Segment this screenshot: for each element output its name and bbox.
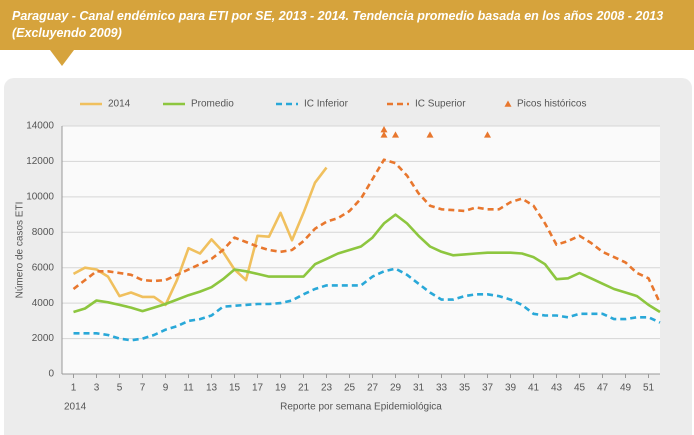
x-tick-label: 29 — [390, 383, 402, 394]
x-tick-label: 37 — [482, 383, 494, 394]
y-tick-label: 2000 — [32, 333, 55, 344]
x-tick-label: 9 — [163, 383, 169, 394]
header-banner: Paraguay - Canal endémico para ETI por S… — [0, 0, 694, 50]
x-tick-label: 39 — [505, 383, 517, 394]
x-tick-label: 11 — [183, 383, 194, 394]
x-tick-label: 27 — [367, 383, 379, 394]
x-tick-label: 23 — [321, 383, 333, 394]
y-tick-label: 4000 — [32, 298, 55, 309]
x-tick-label: 35 — [459, 383, 471, 394]
series-line — [72, 158, 662, 304]
peak-marker — [392, 131, 399, 138]
x-tick-label: 19 — [275, 383, 287, 394]
x-tick-label: 5 — [117, 383, 123, 394]
legend-label: Picos históricos — [517, 99, 586, 110]
y-tick-label: 6000 — [32, 262, 55, 273]
peak-marker — [426, 131, 434, 138]
x-tick-label: 47 — [597, 383, 609, 394]
plot-area — [62, 126, 660, 374]
y-tick-label: 14000 — [26, 121, 54, 132]
legend-marker — [504, 100, 512, 107]
x-tick-label: 33 — [436, 383, 448, 394]
x-tick-label: 21 — [298, 383, 310, 394]
x-tick-label: 51 — [643, 383, 655, 394]
x-tick-label: 49 — [620, 383, 632, 394]
peak-marker — [380, 131, 388, 138]
series-line — [72, 166, 328, 307]
legend-label: IC Inferior — [304, 99, 349, 110]
series-line — [73, 267, 661, 342]
x-tick-label: 13 — [206, 383, 218, 394]
series-line — [73, 213, 661, 314]
x-tick-label: 41 — [528, 383, 540, 394]
x-tick-label: 1 — [71, 383, 77, 394]
x-tick-label: 31 — [413, 383, 425, 394]
x-tick-label: 15 — [229, 383, 241, 394]
chart-title: Paraguay - Canal endémico para ETI por S… — [12, 9, 664, 40]
y-axis-label: Número de casos ETI — [15, 202, 26, 299]
x-tick-label: 3 — [94, 383, 100, 394]
peak-marker — [380, 126, 388, 133]
x-tick-label: 43 — [551, 383, 563, 394]
x-tick-label: 25 — [344, 383, 356, 394]
y-tick-label: 12000 — [26, 156, 54, 167]
legend-label: IC Superior — [415, 99, 466, 110]
x-tick-label: 7 — [140, 383, 146, 394]
y-tick-label: 0 — [48, 369, 54, 380]
banner-notch — [50, 50, 74, 66]
x-sublabel: 2014 — [64, 402, 87, 413]
x-tick-label: 45 — [574, 383, 586, 394]
peak-marker — [484, 131, 491, 138]
x-axis-label: Reporte por semana Epidemiológica — [280, 402, 442, 413]
legend-label: 2014 — [108, 99, 131, 110]
legend-label: Promedio — [191, 99, 234, 110]
y-tick-label: 8000 — [32, 227, 55, 238]
y-tick-label: 10000 — [26, 191, 54, 202]
x-tick-label: 17 — [252, 383, 264, 394]
